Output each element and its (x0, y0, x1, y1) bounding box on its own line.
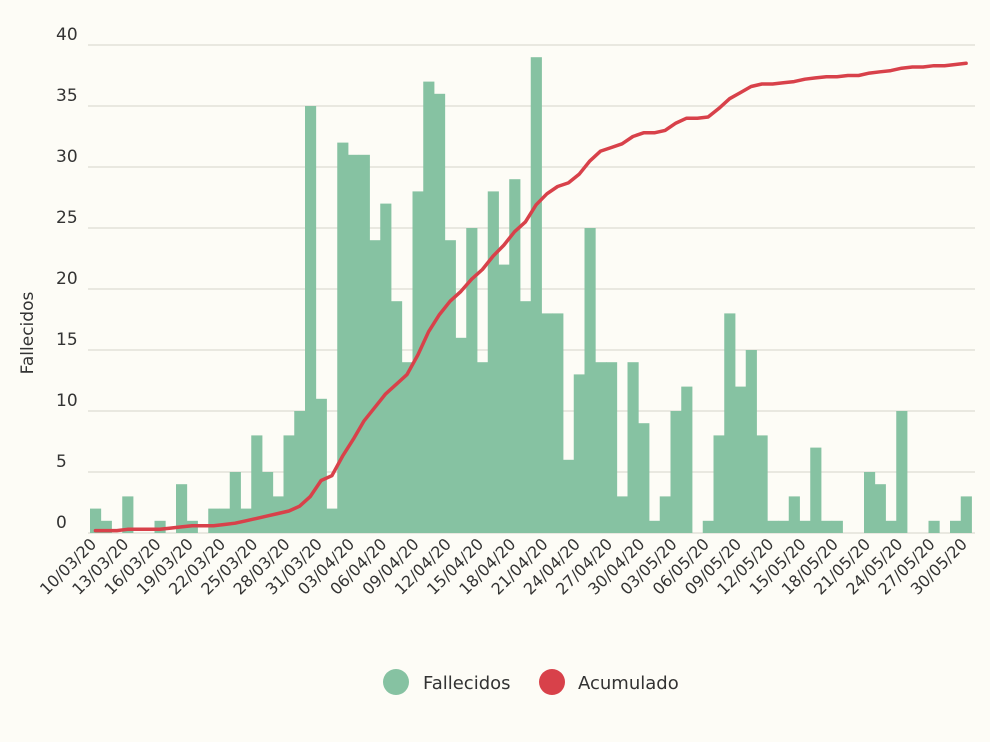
bar-fallecidos (520, 301, 532, 533)
bar-fallecidos (627, 362, 639, 533)
bar-fallecidos (756, 435, 768, 533)
bar-fallecidos (294, 411, 306, 533)
bar-fallecidos (315, 398, 327, 533)
bar-fallecidos (864, 472, 876, 533)
bar-fallecidos (176, 484, 188, 533)
y-tick-label: 5 (56, 452, 67, 472)
bar-fallecidos (638, 423, 650, 533)
y-tick-label: 40 (56, 25, 78, 45)
bar-fallecidos (950, 520, 962, 533)
y-tick-label: 15 (56, 330, 78, 350)
y-tick-label: 0 (56, 513, 67, 533)
bar-fallecidos (885, 520, 897, 533)
legend-label-acumulado: Acumulado (578, 673, 679, 694)
bar-fallecidos (573, 374, 585, 533)
bar-fallecidos (563, 459, 575, 533)
bar-fallecidos (960, 496, 972, 533)
bar-fallecidos (380, 203, 392, 533)
bar-fallecidos (337, 142, 349, 533)
bar-fallecidos (122, 496, 134, 533)
bar-fallecidos (713, 435, 725, 533)
bar-fallecidos (498, 264, 510, 533)
bar-fallecidos (444, 240, 456, 533)
y-tick-label: 30 (56, 147, 78, 167)
bar-fallecidos (659, 496, 671, 533)
bar-fallecidos (595, 362, 607, 533)
bar-fallecidos (874, 484, 886, 533)
bar-fallecidos (552, 313, 564, 533)
bar-fallecidos (423, 81, 435, 533)
bar-fallecidos (477, 362, 489, 533)
bar-fallecidos (896, 411, 908, 533)
bar-fallecidos (369, 240, 381, 533)
bar-fallecidos (90, 508, 102, 533)
bar-fallecidos (455, 337, 467, 533)
bar-fallecidos (778, 520, 790, 533)
bar-fallecidos (229, 472, 241, 533)
bar-fallecidos (788, 496, 800, 533)
line-series (93, 61, 968, 533)
x-axis-ticks: 10/03/2013/03/2016/03/2019/03/2022/03/20… (36, 534, 971, 598)
bar-fallecidos (208, 508, 220, 533)
bar-fallecidos (391, 301, 403, 533)
bar-fallecidos (670, 411, 682, 533)
bar-fallecidos (541, 313, 553, 533)
bar-fallecidos (262, 472, 274, 533)
bar-fallecidos (251, 435, 263, 533)
bar-fallecidos (649, 520, 661, 533)
bar-fallecidos (326, 508, 338, 533)
bar-fallecidos (767, 520, 779, 533)
bar-series (90, 57, 972, 534)
bar-fallecidos (724, 313, 736, 533)
bar-fallecidos (100, 520, 112, 533)
legend-label-fallecidos: Fallecidos (423, 673, 511, 694)
bar-fallecidos (509, 179, 521, 533)
bar-fallecidos (606, 362, 618, 533)
bar-fallecidos (928, 520, 940, 533)
legend: Fallecidos Acumulado (383, 669, 679, 695)
bar-fallecidos (530, 57, 542, 533)
bar-fallecidos (219, 508, 231, 533)
y-axis-ticks: 0 5 10 15 20 25 30 35 40 (56, 25, 78, 533)
bar-fallecidos (831, 520, 843, 533)
bar-fallecidos (821, 520, 833, 533)
y-axis-title: Fallecidos (18, 292, 38, 375)
bar-fallecidos (735, 386, 747, 533)
y-tick-label: 10 (56, 391, 78, 411)
bar-fallecidos (702, 520, 714, 533)
legend-swatch-acumulado (539, 669, 565, 695)
y-tick-label: 35 (56, 86, 78, 106)
y-tick-label: 25 (56, 208, 78, 228)
bar-fallecidos (358, 154, 370, 534)
bar-fallecidos (616, 496, 628, 533)
bar-fallecidos (487, 191, 499, 533)
legend-swatch-fallecidos (383, 669, 409, 695)
bar-fallecidos (466, 228, 478, 533)
bar-fallecidos (681, 386, 693, 533)
line-acumulado (93, 61, 968, 533)
bar-fallecidos (799, 520, 811, 533)
bar-fallecidos (810, 447, 822, 533)
bar-fallecidos (412, 191, 424, 533)
bar-fallecidos (348, 154, 360, 534)
bar-fallecidos (305, 106, 317, 533)
bar-fallecidos (283, 435, 295, 533)
bar-fallecidos (154, 520, 166, 533)
y-tick-label: 20 (56, 269, 78, 289)
bar-fallecidos (584, 228, 596, 533)
bar-fallecidos (401, 362, 413, 533)
bar-fallecidos (745, 350, 757, 533)
